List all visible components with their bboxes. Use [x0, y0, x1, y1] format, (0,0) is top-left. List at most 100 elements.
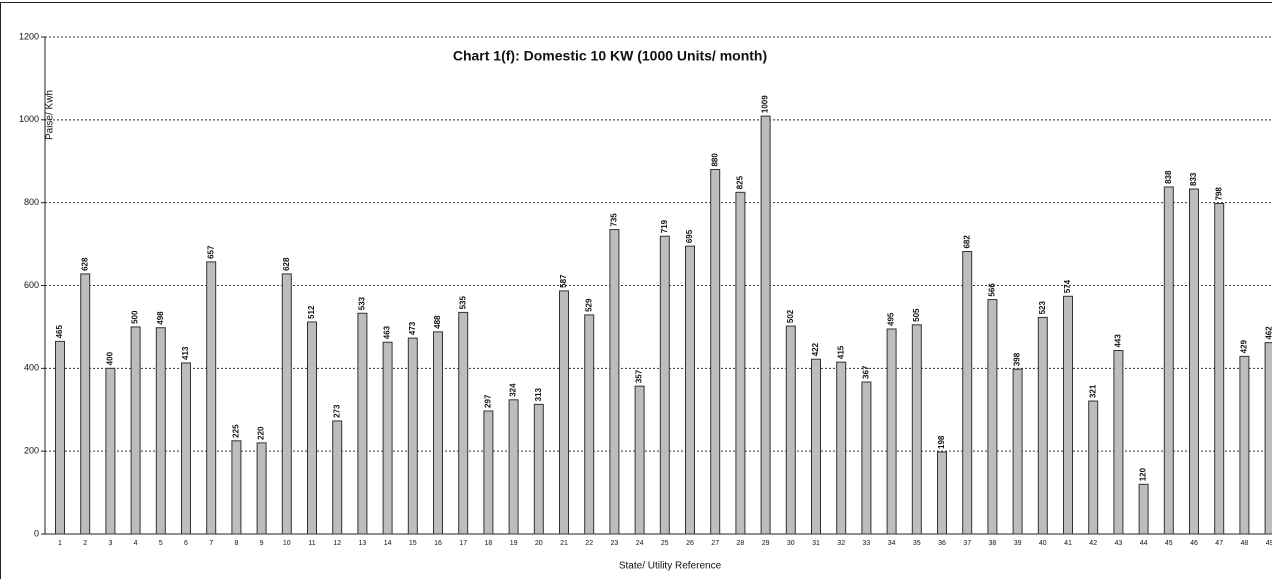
value-label: 833 — [1189, 172, 1198, 186]
value-label: 324 — [509, 383, 518, 397]
y-tick-label: 0 — [34, 528, 39, 538]
value-label: 719 — [660, 219, 669, 233]
x-tick-label: 9 — [260, 540, 264, 547]
x-tick-label: 3 — [108, 540, 112, 547]
bar — [105, 367, 116, 535]
x-tick-label: 45 — [1165, 540, 1173, 547]
bar — [1239, 355, 1250, 535]
bar — [357, 312, 368, 535]
x-tick-label: 46 — [1190, 540, 1198, 547]
value-label: 529 — [584, 298, 593, 312]
bar — [659, 235, 670, 535]
bar — [206, 261, 217, 535]
y-tick-label: 1000 — [19, 114, 39, 124]
x-tick-label: 32 — [837, 540, 845, 547]
x-tick-label: 7 — [209, 540, 213, 547]
bar — [1063, 295, 1073, 535]
bar — [584, 314, 595, 535]
bar — [508, 399, 519, 535]
value-label: 505 — [912, 308, 921, 322]
value-label: 413 — [181, 346, 190, 360]
bar — [559, 290, 569, 535]
value-label: 533 — [358, 296, 367, 310]
x-tick-label: 28 — [737, 540, 745, 547]
bar — [307, 321, 317, 535]
x-tick-label: 6 — [184, 540, 188, 547]
value-label: 798 — [1214, 187, 1223, 201]
bar — [886, 328, 897, 535]
x-tick-label: 17 — [459, 540, 467, 547]
x-tick-label: 42 — [1089, 540, 1097, 547]
x-tick-label: 36 — [938, 540, 946, 547]
value-label: 838 — [1164, 170, 1173, 184]
x-tick-label: 8 — [234, 540, 238, 547]
value-label: 198 — [937, 435, 946, 449]
x-tick-label: 29 — [762, 540, 770, 547]
x-tick-label: 27 — [711, 540, 719, 547]
x-tick-label: 48 — [1241, 540, 1249, 547]
bar — [911, 324, 922, 535]
x-tick-label: 25 — [661, 540, 669, 547]
bar — [836, 361, 847, 535]
x-tick-label: 10 — [283, 540, 291, 547]
bar — [533, 403, 544, 535]
x-tick-label: 33 — [863, 540, 871, 547]
bar — [407, 337, 418, 535]
value-label: 220 — [257, 426, 266, 440]
y-tick-label: 1200 — [19, 31, 39, 41]
bar — [1088, 400, 1099, 535]
bar — [181, 362, 191, 535]
bar — [483, 410, 494, 535]
x-tick-label: 35 — [913, 540, 921, 547]
bar — [382, 341, 393, 535]
value-label: 462 — [1265, 326, 1272, 340]
bar — [1214, 202, 1225, 535]
x-tick-label: 30 — [787, 540, 795, 547]
bar — [458, 311, 469, 535]
value-label: 735 — [610, 213, 619, 227]
bar — [937, 451, 947, 535]
bar — [710, 169, 721, 535]
value-label: 695 — [685, 229, 694, 243]
y-tick-label: 400 — [24, 363, 39, 373]
value-label: 297 — [484, 394, 493, 408]
x-tick-label: 24 — [636, 540, 644, 547]
x-tick-label: 14 — [384, 540, 392, 547]
value-label: 321 — [1088, 384, 1097, 398]
value-label: 400 — [106, 351, 115, 365]
bar — [987, 299, 998, 535]
value-label: 512 — [307, 305, 316, 319]
value-label: 628 — [282, 257, 291, 271]
bar — [281, 273, 292, 535]
y-tick-label: 600 — [24, 280, 39, 290]
value-label: 498 — [156, 311, 165, 325]
value-label: 313 — [534, 387, 543, 401]
bar — [1189, 188, 1199, 535]
x-tick-label: 22 — [585, 540, 593, 547]
value-label: 523 — [1038, 300, 1047, 314]
value-label: 273 — [332, 404, 341, 418]
value-label: 367 — [862, 365, 871, 379]
value-label: 657 — [206, 245, 215, 259]
value-label: 225 — [232, 424, 241, 438]
x-tick-label: 34 — [888, 540, 896, 547]
x-tick-label: 38 — [989, 540, 997, 547]
x-tick-label: 21 — [560, 540, 568, 547]
bar — [735, 191, 746, 535]
bar — [760, 115, 771, 535]
x-tick-label: 41 — [1064, 540, 1072, 547]
value-label: 429 — [1240, 339, 1249, 353]
bar — [609, 229, 620, 535]
bar — [231, 440, 242, 535]
bar — [433, 331, 443, 535]
value-label: 502 — [786, 309, 795, 323]
bar — [685, 245, 695, 535]
bar — [256, 442, 267, 535]
x-tick-label: 20 — [535, 540, 543, 547]
x-tick-label: 37 — [963, 540, 971, 547]
x-tick-label: 15 — [409, 540, 417, 547]
value-label: 357 — [635, 369, 644, 383]
x-tick-label: 44 — [1140, 540, 1148, 547]
value-label: 488 — [433, 315, 442, 329]
